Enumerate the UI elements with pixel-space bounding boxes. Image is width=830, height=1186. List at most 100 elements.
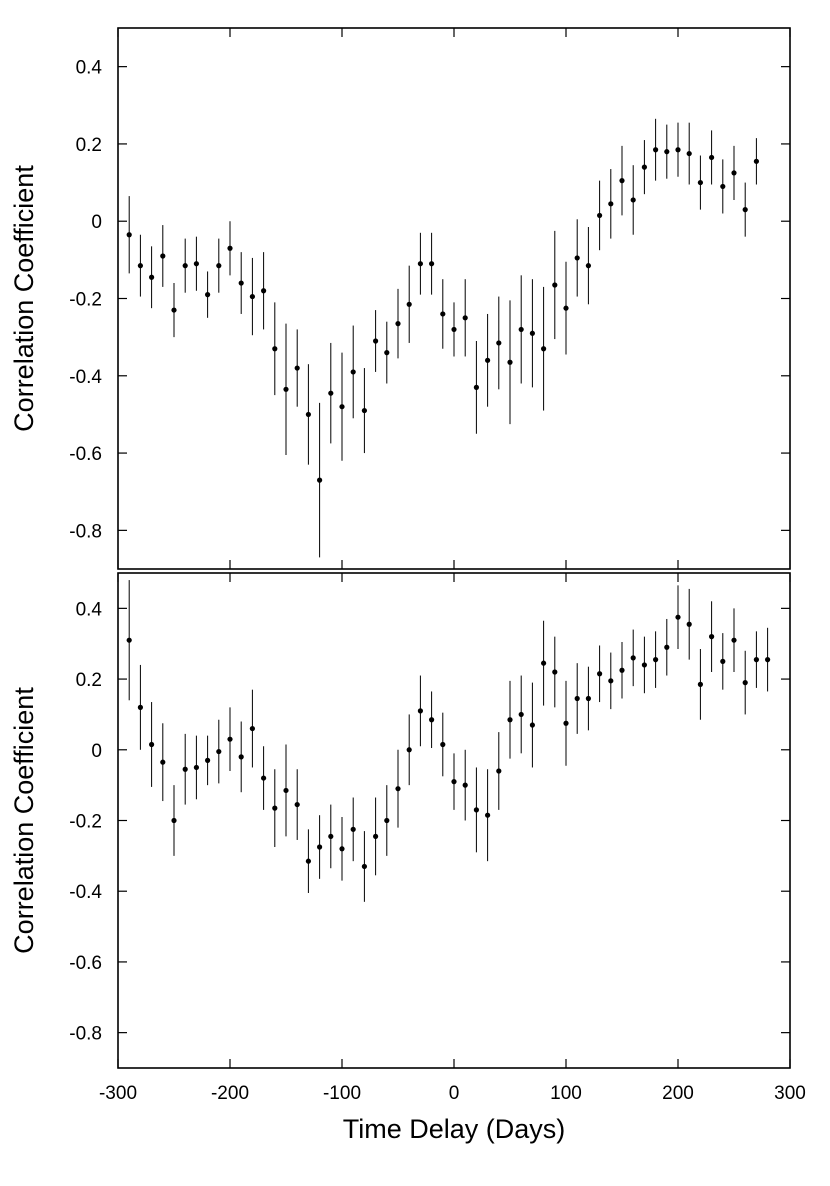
data-point [361,407,367,414]
plot-frame [117,27,791,570]
data-point [529,722,536,728]
data-point [182,263,188,269]
data-point [294,801,300,808]
data-point [417,261,423,267]
data-point [608,678,614,684]
data-point [473,384,479,390]
data-point [171,817,177,824]
data-point [328,833,334,840]
data-point [518,326,524,333]
bottom-panel: -300 -200 -100 0 100 200 300 -0.8 -0.6 -0.4 -0.2 0 0… [9,572,806,1104]
y-tick-label: -0.4 [69,367,102,388]
data-point [720,658,726,664]
data-point [350,369,356,375]
y-tick-label: -0.2 [69,290,102,311]
data-point [205,292,211,298]
y-tick-label: 0 [91,212,102,233]
data-point [563,305,569,311]
y-tick-label: -0.4 [69,882,102,903]
data-point [126,232,132,238]
y-tick-label: -0.8 [69,1024,102,1045]
data-point [485,357,491,363]
data-point [653,147,659,153]
data-point [294,365,300,371]
data-point [585,263,592,269]
data-point [462,315,468,321]
data-point [160,253,166,259]
data-point [507,717,513,723]
data-point [518,711,524,718]
y-tick-label: -0.6 [69,444,102,465]
data-point [373,338,379,344]
data-point [496,768,502,774]
y-tick-label: 0.2 [76,670,102,691]
data-point [283,787,289,794]
x-tick-label: -200 [211,1083,249,1104]
data-point [227,245,233,251]
data-point [630,655,636,661]
data-point [137,704,143,710]
data-point [574,695,580,702]
data-point [328,390,334,396]
data-point [552,669,558,675]
y-tick-label: 0.4 [76,58,103,79]
data-point [384,817,390,824]
data-point [238,280,244,286]
data-point [597,212,603,219]
data-point [216,263,222,269]
data-point [193,764,199,771]
data-point [261,775,267,781]
y-tick-label: 0 [91,741,102,762]
data-point [305,411,311,418]
data-point [574,255,580,261]
data-point [597,671,603,677]
data-point [272,346,278,352]
x-tick-label: -300 [99,1083,137,1104]
data-point [451,779,457,785]
data-point [350,826,356,832]
data-point [529,330,536,336]
data-point [686,621,692,627]
data-point [126,637,132,643]
data-point [630,197,636,203]
x-tick-label: 200 [662,1083,694,1104]
data-point [395,321,401,327]
data-point [283,386,289,392]
data-point [238,754,244,760]
data-point [417,708,423,714]
data-point [473,807,479,813]
data-point [608,201,614,207]
y-axis-label: Correlation Coefficient [9,687,39,954]
data-point [249,293,255,300]
data-point [641,164,648,170]
data-point [742,680,748,686]
data-point [406,301,412,307]
data-point [216,748,222,755]
data-point [440,311,446,317]
data-point [205,757,211,763]
data-point [451,326,457,333]
data-point [686,150,692,157]
data-point [653,657,659,663]
x-tick-label: 0 [449,1083,460,1104]
x-tick-label: -100 [323,1083,361,1104]
y-tick-label: -0.8 [69,521,102,542]
data-point [507,359,513,365]
x-tick-label: 100 [550,1083,582,1104]
data-point [675,614,681,620]
data-point [317,477,323,483]
data-point [709,634,715,640]
y-tick-label: 0.4 [76,599,103,620]
data-point [541,660,547,666]
data-point [406,747,412,753]
data-point [160,759,166,765]
data-point [753,158,760,164]
data-point [742,207,748,213]
data-point [440,741,446,748]
data-point [675,147,681,153]
data-point [697,179,704,186]
data-point [731,170,737,176]
data-point [171,307,177,313]
data-point [149,274,155,280]
